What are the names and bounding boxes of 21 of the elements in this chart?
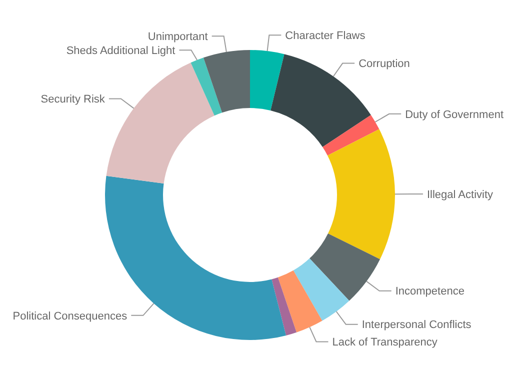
slice-label: Incompetence	[395, 286, 464, 298]
donut-slice	[310, 234, 380, 301]
slice-label: Character Flaws	[285, 30, 366, 42]
slice-label: Security Risk	[40, 94, 106, 106]
donut-slice	[272, 277, 297, 336]
donut-slice	[203, 50, 250, 113]
donut-slice	[278, 270, 322, 332]
slice-label: Political Consequences	[12, 310, 128, 322]
slice-label: Sheds Additional Light	[66, 44, 176, 57]
donut-slice	[190, 58, 222, 116]
slice-label: Illegal Activity	[426, 188, 494, 201]
slice-label: Unimportant	[148, 30, 208, 43]
slice-label: Duty of Government	[405, 108, 504, 121]
donut-slice	[293, 258, 350, 321]
donut-slice	[250, 50, 284, 110]
slice-label: Lack of Transparency	[332, 336, 438, 349]
donut-slice	[106, 62, 214, 184]
donut-slice	[322, 115, 380, 156]
slice-label: Interpersonal Conflicts	[362, 319, 472, 332]
slice-label: Corruption	[358, 58, 410, 70]
donut-slice	[328, 129, 395, 260]
